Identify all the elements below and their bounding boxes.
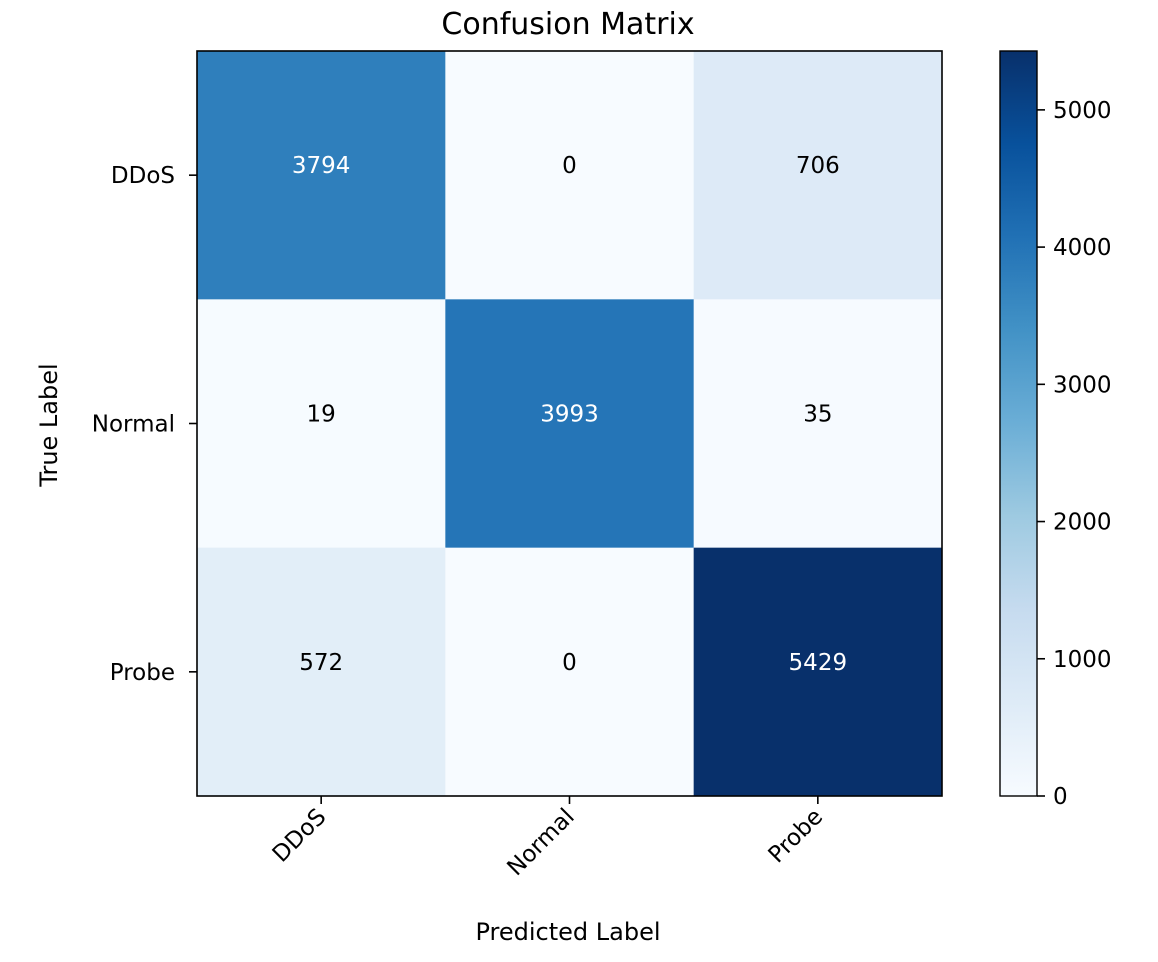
x-tick-label: Normal: [503, 804, 580, 881]
heatmap-cell-ddos-probe: [693, 51, 943, 300]
heatmap-cell-normal-probe: [693, 299, 943, 549]
cell-value-label: 3794: [292, 153, 351, 179]
colorbar-tick-label: 2000: [1053, 510, 1112, 536]
heatmap-cells: [197, 51, 943, 797]
colorbar: [999, 50, 1038, 797]
heatmap-cell-probe-probe: [693, 547, 943, 797]
cell-value-label: 0: [562, 153, 577, 179]
colorbar-tick-label: 4000: [1053, 235, 1112, 261]
heatmap-cell-labels: 3794 0 706 19 3993 35 572 0 5429: [292, 153, 847, 676]
x-axis-label: Predicted Label: [475, 918, 660, 946]
cell-value-label: 35: [803, 402, 832, 428]
heatmap-cell-normal-normal: [445, 299, 695, 549]
heatmap-cell-probe-normal: [445, 547, 695, 797]
colorbar-tick-label: 3000: [1053, 372, 1112, 398]
cell-value-label: 0: [562, 650, 577, 676]
cell-value-label: 3993: [540, 402, 599, 428]
chart-title: Confusion Matrix: [441, 7, 694, 42]
colorbar-tick-label: 0: [1053, 784, 1068, 810]
cell-value-label: 19: [307, 402, 336, 428]
heatmap-cell-normal-ddos: [197, 299, 446, 549]
x-axis-ticks: DDoS Normal Probe: [268, 796, 828, 881]
cell-value-label: 572: [299, 650, 343, 676]
x-tick-label: Probe: [764, 804, 829, 869]
y-axis-label: True Label: [35, 363, 63, 487]
heatmap-cell-ddos-ddos: [197, 51, 446, 300]
x-tick-label: DDoS: [268, 804, 332, 868]
y-axis-ticks: DDoS Normal Probe: [92, 163, 197, 686]
colorbar-tick-label: 1000: [1053, 647, 1112, 673]
y-tick-label: Normal: [92, 412, 175, 438]
heatmap-cell-ddos-normal: [445, 51, 695, 300]
cell-value-label: 706: [796, 153, 840, 179]
colorbar-ticks: 0 1000 2000 3000 4000 5000: [1037, 98, 1112, 810]
colorbar-tick-label: 5000: [1053, 98, 1112, 124]
cell-value-label: 5429: [789, 650, 848, 676]
heatmap-cell-probe-ddos: [197, 547, 446, 797]
y-tick-label: Probe: [110, 660, 175, 686]
y-tick-label: DDoS: [111, 163, 175, 189]
